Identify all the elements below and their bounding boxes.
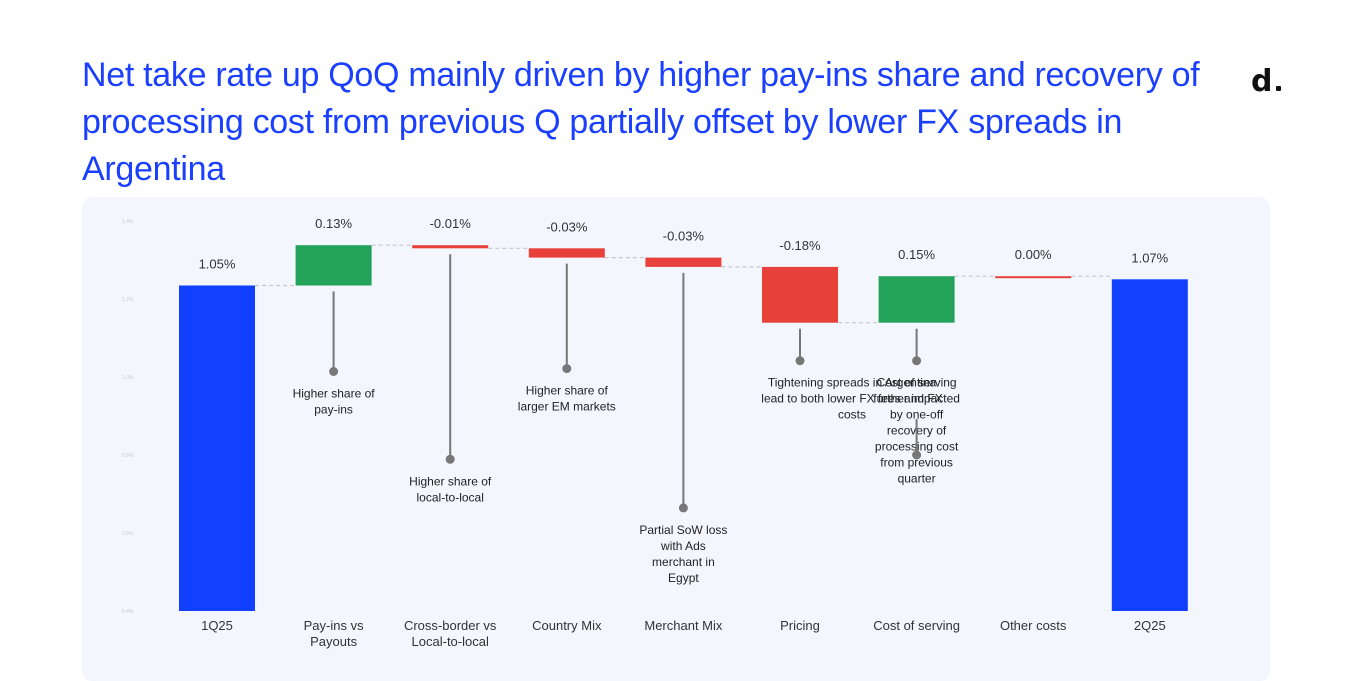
annotation-dot	[912, 450, 922, 460]
annotation-text: Higher share of larger EM markets	[518, 384, 616, 414]
y-tick-label: 1.4%	[122, 219, 134, 225]
annotation-text: Higher share of local-to-local	[409, 474, 492, 504]
annotation-dot	[795, 356, 805, 366]
bar-increase	[878, 276, 955, 323]
annotation-dot	[445, 454, 455, 464]
y-tick-label: 0.6%	[122, 531, 134, 537]
page-title: Net take rate up QoQ mainly driven by hi…	[82, 56, 1200, 188]
category-label: Other costs	[1000, 618, 1067, 633]
y-tick-label: 0.8%	[122, 453, 134, 459]
category-label: 1Q25	[201, 618, 233, 633]
data-label: -0.03%	[546, 219, 588, 234]
brand-logo-dot	[1276, 86, 1281, 91]
bar-decrease	[412, 245, 489, 249]
annotation-text: Tightening spreads in Argentina lead to b…	[761, 376, 942, 422]
category-label: Pay-ins vs Payouts	[304, 618, 364, 649]
data-label: 0.00%	[1015, 247, 1052, 262]
annotation-text: Partial SoW loss with Ads merchant in Egypt	[639, 523, 727, 585]
brand-logo: d	[1251, 64, 1273, 99]
data-label: -0.01%	[430, 216, 472, 231]
annotation-text: Higher share of pay-ins	[293, 387, 376, 417]
bar-decrease	[645, 257, 722, 267]
bar-decrease	[528, 248, 605, 258]
data-label: -0.18%	[779, 238, 821, 253]
bar-total	[1111, 279, 1188, 611]
bar-flat	[995, 276, 1072, 279]
annotation-text: Cost of serving further impacted by one-of…	[873, 376, 960, 486]
category-label: Merchant Mix	[644, 618, 723, 633]
annotation-dot	[912, 356, 922, 366]
data-label: -0.03%	[663, 229, 705, 244]
category-label: Cost of serving	[873, 618, 960, 633]
category-label: Country Mix	[532, 618, 602, 633]
y-tick-label: 1.2%	[122, 297, 134, 303]
category-label: 2Q25	[1134, 618, 1166, 633]
y-tick-label: 1.0%	[122, 375, 134, 381]
y-tick-label: 0.4%	[122, 609, 134, 615]
waterfall-chart: 1.4% 1.2% 1.0% 0.8% 0.6% 0.4% 1.05% 1Q25 0.13% Pa…	[122, 216, 1188, 649]
category-label: Pricing	[780, 618, 820, 633]
data-label: 1.05%	[199, 257, 236, 272]
annotation-dot	[678, 503, 688, 513]
chart-panel: 1.4% 1.2% 1.0% 0.8% 0.6% 0.4% 1.05% 1Q25 0.13% Pa…	[82, 197, 1270, 681]
data-label: 1.07%	[1131, 250, 1168, 265]
bar-total	[179, 285, 255, 611]
data-label: 0.13%	[315, 216, 352, 231]
annotation-dot	[562, 364, 572, 374]
data-label: 0.15%	[898, 247, 935, 262]
category-label: Cross-border vs Local-to-local	[404, 618, 497, 649]
annotation-dot	[329, 367, 339, 376]
bar-decrease	[762, 266, 838, 323]
bar-increase	[295, 245, 372, 286]
